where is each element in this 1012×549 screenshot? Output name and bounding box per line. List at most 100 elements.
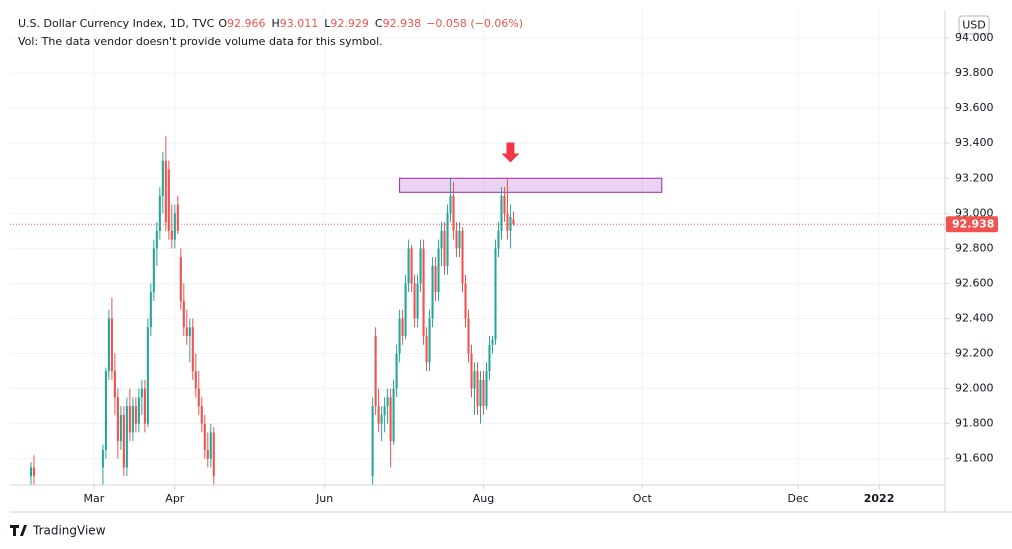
candle-body bbox=[470, 353, 473, 389]
price-zone bbox=[399, 177, 663, 193]
x-tick-label: Dec bbox=[788, 492, 809, 505]
candle-body bbox=[488, 344, 491, 372]
candle-body bbox=[164, 160, 167, 223]
x-tick-label: Aug bbox=[473, 492, 494, 505]
arrow-annotation bbox=[501, 142, 520, 163]
candle-body bbox=[440, 230, 443, 249]
y-tick-label: 91.600 bbox=[955, 452, 994, 465]
candle-body bbox=[206, 449, 209, 459]
candle-body bbox=[494, 248, 497, 340]
currency-box[interactable] bbox=[958, 15, 990, 35]
y-tick-label: 91.800 bbox=[955, 417, 994, 430]
y-tick-label: 92.800 bbox=[955, 241, 994, 254]
candle-body bbox=[461, 230, 464, 284]
candle-body bbox=[113, 371, 116, 398]
brand-logo bbox=[10, 525, 27, 536]
candle-body bbox=[380, 414, 383, 424]
candle-body bbox=[377, 406, 380, 424]
candle-body bbox=[452, 195, 455, 231]
candle-body bbox=[473, 371, 476, 389]
candle-body bbox=[425, 336, 428, 363]
candle-body bbox=[416, 283, 419, 319]
ohlc-label: H bbox=[272, 17, 280, 30]
candle-body bbox=[146, 327, 149, 424]
candle-body bbox=[179, 257, 182, 301]
candle-body bbox=[497, 230, 500, 249]
candle-body bbox=[386, 397, 389, 407]
y-tick-label: 92.000 bbox=[955, 382, 994, 395]
last-price-label: 92.938 bbox=[952, 218, 994, 231]
candle-body bbox=[155, 230, 158, 249]
candle-body bbox=[134, 406, 137, 424]
legend: U.S. Dollar Currency Index, 1D, TVC O92.9… bbox=[18, 17, 523, 30]
y-tick-label: 93.800 bbox=[955, 66, 994, 79]
ohlc-value: 92.938 bbox=[383, 17, 422, 30]
candle-body bbox=[191, 327, 194, 372]
candle-body bbox=[167, 169, 170, 231]
candle-body bbox=[161, 160, 164, 196]
candle-body bbox=[125, 406, 128, 468]
ohlc-label: C bbox=[375, 17, 383, 30]
candle-body bbox=[197, 388, 200, 407]
candle-body bbox=[371, 406, 374, 477]
candle-body bbox=[401, 318, 404, 337]
y-tick-label: 92.200 bbox=[955, 347, 994, 360]
y-tick-label: 92.600 bbox=[955, 276, 994, 289]
candle-body bbox=[119, 414, 122, 442]
y-tick-label: 93.600 bbox=[955, 101, 994, 114]
x-tick-label: Oct bbox=[633, 492, 653, 505]
candle-body bbox=[389, 397, 392, 442]
last-price-box bbox=[946, 216, 998, 233]
ohlc-label: O bbox=[218, 17, 227, 30]
candle-body bbox=[374, 336, 377, 407]
candle-body bbox=[482, 379, 485, 407]
candle-body bbox=[32, 467, 36, 477]
candle-body bbox=[395, 353, 398, 389]
candle-body bbox=[485, 371, 488, 407]
candle-body bbox=[128, 406, 131, 433]
y-tick-label: 93.400 bbox=[955, 136, 994, 149]
candle-body bbox=[410, 248, 413, 284]
candle-body bbox=[476, 371, 479, 407]
candle-body bbox=[491, 339, 494, 345]
candle-body bbox=[173, 213, 176, 240]
candle-body bbox=[503, 195, 506, 214]
candle-body bbox=[458, 230, 461, 249]
candle-body bbox=[122, 414, 125, 468]
candle-body bbox=[512, 219, 515, 225]
candle-body bbox=[392, 388, 395, 442]
y-tick-label: 93.200 bbox=[955, 171, 994, 184]
candle-body bbox=[176, 204, 179, 231]
candle-body bbox=[455, 230, 458, 249]
candle-body bbox=[149, 292, 152, 328]
candle-body bbox=[170, 230, 173, 240]
candle-body bbox=[383, 406, 386, 415]
candle-body bbox=[137, 397, 140, 424]
candle-body bbox=[188, 327, 191, 337]
x-tick-label: 2022 bbox=[864, 492, 895, 505]
candle-body bbox=[506, 213, 509, 231]
x-tick-label: Mar bbox=[84, 492, 105, 505]
ohlc-value: 92.929 bbox=[330, 17, 369, 30]
candle-body bbox=[467, 318, 470, 354]
candle-body bbox=[200, 406, 203, 424]
candle-body bbox=[500, 195, 503, 231]
candle-body bbox=[29, 467, 33, 477]
candle-body bbox=[203, 423, 206, 450]
candle-body bbox=[398, 318, 401, 354]
candle-body bbox=[107, 318, 110, 372]
candle-body bbox=[434, 265, 437, 293]
candle-body bbox=[131, 406, 134, 433]
candle-body bbox=[101, 449, 104, 468]
candle-body bbox=[437, 248, 440, 293]
candle-body bbox=[185, 327, 188, 337]
grid bbox=[10, 10, 945, 485]
currency-label[interactable]: USD bbox=[962, 19, 986, 32]
candle-body bbox=[116, 397, 119, 442]
candle-body bbox=[158, 195, 161, 231]
candle-body bbox=[182, 300, 185, 328]
ohlc-label: L bbox=[324, 17, 331, 30]
candle-body bbox=[509, 216, 512, 231]
